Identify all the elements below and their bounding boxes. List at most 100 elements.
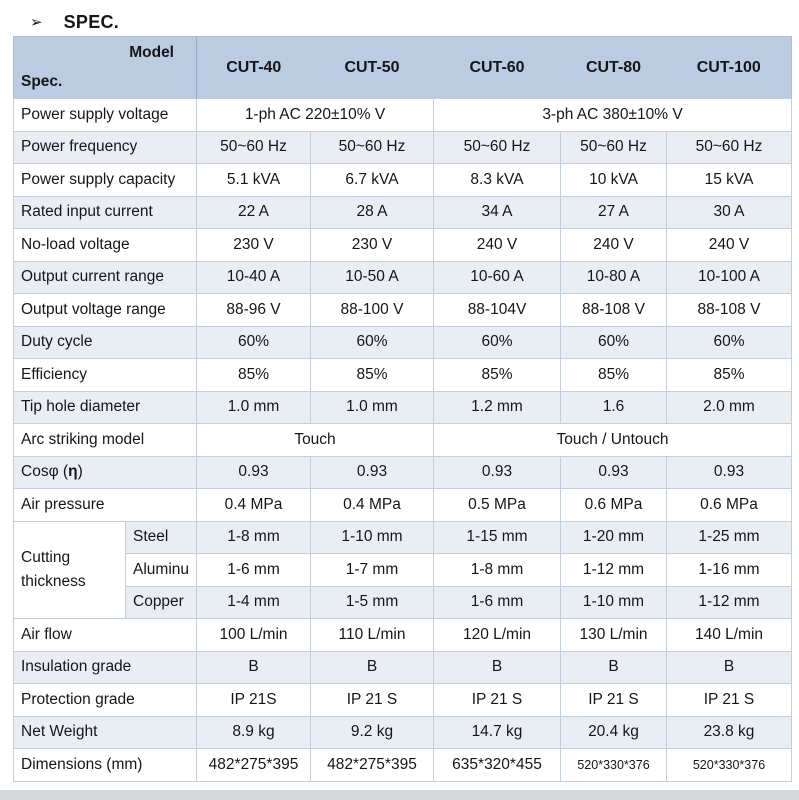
row-label: Rated input current <box>13 195 197 229</box>
value-cell: IP 21 S <box>310 683 434 717</box>
page-title-text: SPEC. <box>63 11 120 32</box>
table-row: Dimensions (mm) 482*275*395 482*275*395 635… <box>13 748 792 782</box>
table-row: Aluminu 1-6 mm 1-7 mm 1-8 mm 1-12 mm 1-16 mm <box>14 553 792 587</box>
value-cell: 230 V <box>310 228 434 262</box>
value-cell: 1.0 mm <box>196 390 311 424</box>
table-row: Arc striking model Touch Touch / Untouch <box>13 423 792 457</box>
value-cell: 50~60 Hz <box>666 130 792 164</box>
table-row: Power supply voltage 1-ph AC 220±10% V 3-p… <box>13 98 792 132</box>
spec-table: Model Spec. CUT-40 CUT-50 CUT-60 CUT-80 … <box>13 36 792 782</box>
value-cell: 85% <box>433 358 561 392</box>
value-cell: 8.3 kVA <box>433 163 561 197</box>
value-cell: 60% <box>666 325 792 359</box>
value-cell: 5.1 kVA <box>196 163 311 197</box>
column-header-cut-100: CUT-100 <box>666 36 792 99</box>
value-cell: 230 V <box>196 228 311 262</box>
value-cell: 100 L/min <box>196 618 311 652</box>
value-cell: 23.8 kg <box>666 715 792 749</box>
table-row: Power supply capacity 5.1 kVA 6.7 kVA 8.3 k… <box>13 163 792 197</box>
row-label: Dimensions (mm) <box>13 748 197 782</box>
value-cell: 140 L/min <box>666 618 792 652</box>
corner-model-label: Model <box>129 44 174 61</box>
value-cell: 1-10 mm <box>310 520 434 554</box>
table-row: Output voltage range 88-96 V 88-100 V 88-10… <box>13 293 792 327</box>
value-cell: 60% <box>560 325 667 359</box>
value-cell: 482*275*395 <box>196 748 311 782</box>
header-row: Model Spec. CUT-40 CUT-50 CUT-60 CUT-80 … <box>13 36 792 99</box>
table-row: Duty cycle 60% 60% 60% 60% 60% <box>13 325 792 359</box>
value-cell: 120 L/min <box>433 618 561 652</box>
value-cell: 520*330*376 <box>666 748 792 782</box>
page-bottom-edge <box>0 790 799 800</box>
value-cell: 482*275*395 <box>310 748 434 782</box>
row-label: Insulation grade <box>13 650 197 684</box>
row-label: Power frequency <box>13 130 197 164</box>
value-cell: 2.0 mm <box>666 390 792 424</box>
row-sublabel: Aluminu <box>125 553 197 587</box>
row-label: Arc striking model <box>13 423 197 457</box>
group-row-label: Cutting thickness <box>13 520 126 619</box>
row-label-part: η <box>68 463 78 481</box>
value-cell: B <box>196 650 311 684</box>
row-label: Protection grade <box>13 683 197 717</box>
value-cell: 0.93 <box>433 455 561 489</box>
corner-spec-label: Spec. <box>21 73 63 90</box>
table-row: No-load voltage 230 V 230 V 240 V 240 V 240 V <box>13 228 792 262</box>
value-cell: 1-6 mm <box>433 585 561 619</box>
column-header-cut-80: CUT-80 <box>560 36 667 99</box>
value-cell: 34 A <box>433 195 561 229</box>
value-cell: 130 L/min <box>560 618 667 652</box>
value-cell: 85% <box>666 358 792 392</box>
value-cell: B <box>310 650 434 684</box>
value-cell: B <box>666 650 792 684</box>
value-cell: 520*330*376 <box>560 748 667 782</box>
table-row: Net Weight 8.9 kg 9.2 kg 14.7 kg 20.4 kg 23.8… <box>13 715 792 749</box>
value-cell: 10-40 A <box>196 260 311 294</box>
row-label: Air pressure <box>13 488 197 522</box>
value-cell: B <box>433 650 561 684</box>
table-row: Protection grade IP 21S IP 21 S IP 21 S IP 2… <box>13 683 792 717</box>
table-row: Power frequency 50~60 Hz 50~60 Hz 50~60 Hz 5… <box>13 130 792 164</box>
value-cell: 0.93 <box>196 455 311 489</box>
value-cell: 10 kVA <box>560 163 667 197</box>
row-label: Cosφ (η) <box>13 455 197 489</box>
value-cell: 240 V <box>433 228 561 262</box>
value-cell: IP 21 S <box>433 683 561 717</box>
row-label: Net Weight <box>13 715 197 749</box>
row-sublabel: Steel <box>125 520 197 554</box>
value-cell: 10-80 A <box>560 260 667 294</box>
value-cell: 8.9 kg <box>196 715 311 749</box>
table-row: Cosφ (η) 0.93 0.93 0.93 0.93 0.93 <box>13 455 792 489</box>
value-cell: 50~60 Hz <box>196 130 311 164</box>
value-cell: 0.6 MPa <box>666 488 792 522</box>
value-cell: IP 21S <box>196 683 311 717</box>
row-label: Efficiency <box>13 358 197 392</box>
value-cell: 20.4 kg <box>560 715 667 749</box>
value-cell: 110 L/min <box>310 618 434 652</box>
value-cell: 88-96 V <box>196 293 311 327</box>
value-cell: 0.93 <box>666 455 792 489</box>
value-cell-spanned: 1-ph AC 220±10% V <box>196 98 434 132</box>
value-cell: 85% <box>196 358 311 392</box>
value-cell: 9.2 kg <box>310 715 434 749</box>
table-row: Copper 1-4 mm 1-5 mm 1-6 mm 1-10 mm 1-12 mm <box>14 585 792 619</box>
value-cell-spanned: Touch / Untouch <box>433 423 792 457</box>
value-cell: 1.2 mm <box>433 390 561 424</box>
page-title: ➢ SPEC. <box>0 0 799 36</box>
value-cell: 1-7 mm <box>310 553 434 587</box>
value-cell-spanned: 3-ph AC 380±10% V <box>433 98 792 132</box>
value-cell: 1.6 <box>560 390 667 424</box>
value-cell: 22 A <box>196 195 311 229</box>
table-row: Efficiency 85% 85% 85% 85% 85% <box>13 358 792 392</box>
value-cell: IP 21 S <box>560 683 667 717</box>
value-cell: 1-8 mm <box>196 520 311 554</box>
value-cell: 10-60 A <box>433 260 561 294</box>
value-cell: 10-100 A <box>666 260 792 294</box>
row-label: Output current range <box>13 260 197 294</box>
value-cell: 1-12 mm <box>666 585 792 619</box>
table-row: Insulation grade B B B B B <box>13 650 792 684</box>
value-cell: 1-12 mm <box>560 553 667 587</box>
value-cell: 14.7 kg <box>433 715 561 749</box>
value-cell: 88-100 V <box>310 293 434 327</box>
